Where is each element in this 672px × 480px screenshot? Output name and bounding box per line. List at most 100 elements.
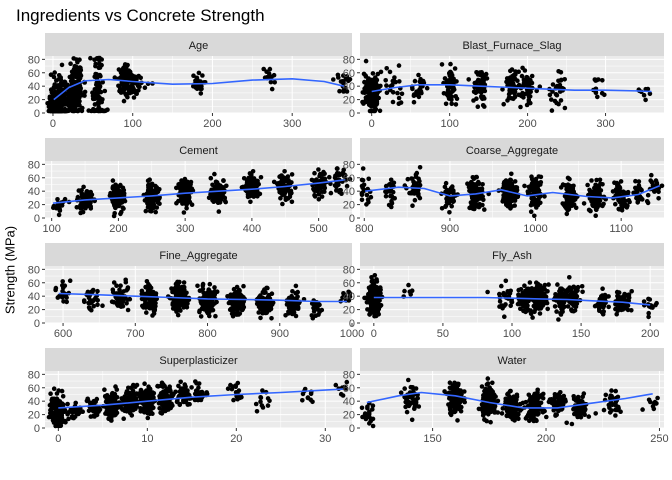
- data-point: [319, 189, 325, 194]
- data-point: [532, 213, 537, 219]
- data-point: [182, 196, 187, 202]
- data-point: [149, 181, 155, 187]
- data-point: [184, 206, 189, 211]
- data-point: [61, 299, 66, 304]
- data-point: [82, 93, 87, 98]
- data-point: [216, 209, 222, 214]
- y-tick-label: 40: [343, 291, 355, 303]
- data-point: [97, 61, 102, 66]
- data-point: [396, 95, 402, 101]
- data-point: [363, 99, 369, 105]
- data-point: [606, 304, 611, 310]
- data-point: [378, 290, 383, 296]
- data-point: [125, 307, 131, 313]
- data-point: [272, 80, 278, 85]
- data-point: [613, 201, 618, 207]
- data-point: [319, 194, 325, 199]
- data-point: [178, 308, 183, 313]
- data-point: [571, 303, 577, 309]
- data-point: [535, 287, 541, 293]
- data-point: [343, 177, 349, 183]
- data-point: [52, 89, 58, 95]
- data-point: [341, 167, 347, 173]
- data-point: [110, 178, 116, 183]
- data-point: [644, 199, 650, 204]
- data-point: [366, 83, 371, 88]
- data-point: [373, 99, 378, 105]
- data-point: [208, 175, 214, 181]
- data-point: [88, 55, 93, 61]
- data-point: [55, 197, 60, 202]
- data-point: [60, 394, 66, 399]
- y-tick-label: 80: [28, 264, 40, 276]
- data-point: [374, 95, 379, 101]
- data-point: [361, 71, 367, 77]
- data-point: [342, 172, 348, 178]
- data-point: [549, 97, 554, 102]
- data-point: [102, 387, 107, 393]
- data-point: [131, 95, 137, 100]
- data-point: [199, 86, 204, 92]
- facet-strip-label: Superplasticizer: [159, 355, 238, 367]
- data-point: [568, 287, 574, 292]
- data-point: [113, 410, 118, 416]
- data-point: [113, 384, 118, 389]
- data-point: [155, 200, 161, 205]
- data-point: [280, 201, 285, 207]
- data-point: [618, 179, 624, 184]
- data-point: [120, 185, 126, 191]
- data-point: [383, 193, 389, 199]
- data-point: [214, 180, 219, 185]
- x-tick-label: 300: [596, 118, 614, 130]
- data-point: [60, 108, 65, 113]
- data-point: [588, 208, 593, 214]
- data-point: [124, 408, 129, 413]
- data-point: [550, 89, 555, 94]
- data-point: [537, 311, 543, 316]
- data-point: [449, 203, 455, 209]
- x-tick-label: 200: [518, 118, 536, 130]
- data-point: [451, 80, 456, 85]
- data-point: [646, 310, 651, 316]
- data-point: [410, 176, 415, 182]
- data-point: [71, 66, 77, 72]
- data-point: [416, 72, 421, 78]
- data-point: [154, 205, 160, 210]
- data-point: [585, 182, 590, 188]
- data-point: [565, 182, 571, 187]
- data-point: [596, 77, 601, 82]
- data-point: [371, 108, 376, 114]
- data-point: [100, 80, 105, 85]
- facet-strip: [360, 138, 664, 161]
- data-point: [257, 191, 263, 197]
- data-point: [152, 303, 158, 309]
- y-tick-label: 0: [34, 108, 40, 120]
- data-point: [150, 199, 156, 204]
- x-tick-label: 200: [641, 328, 659, 340]
- data-point: [195, 283, 200, 289]
- y-tick-label: 20: [28, 200, 40, 212]
- data-point: [338, 79, 344, 84]
- data-point: [278, 196, 283, 201]
- data-point: [150, 313, 155, 318]
- y-tick-label: 80: [28, 54, 40, 66]
- data-point: [602, 92, 607, 98]
- data-point: [556, 317, 561, 322]
- data-point: [112, 75, 118, 80]
- data-point: [181, 210, 187, 215]
- data-point: [74, 90, 79, 96]
- data-point: [112, 211, 117, 216]
- data-point: [328, 181, 333, 187]
- data-point: [191, 84, 196, 89]
- data-point: [231, 293, 236, 299]
- data-point: [377, 108, 383, 114]
- data-point: [413, 181, 419, 186]
- data-point: [312, 188, 317, 194]
- data-point: [78, 85, 83, 91]
- smooth-trend-line: [53, 78, 345, 101]
- data-point: [82, 299, 87, 305]
- data-point: [82, 204, 88, 210]
- data-point: [92, 414, 97, 419]
